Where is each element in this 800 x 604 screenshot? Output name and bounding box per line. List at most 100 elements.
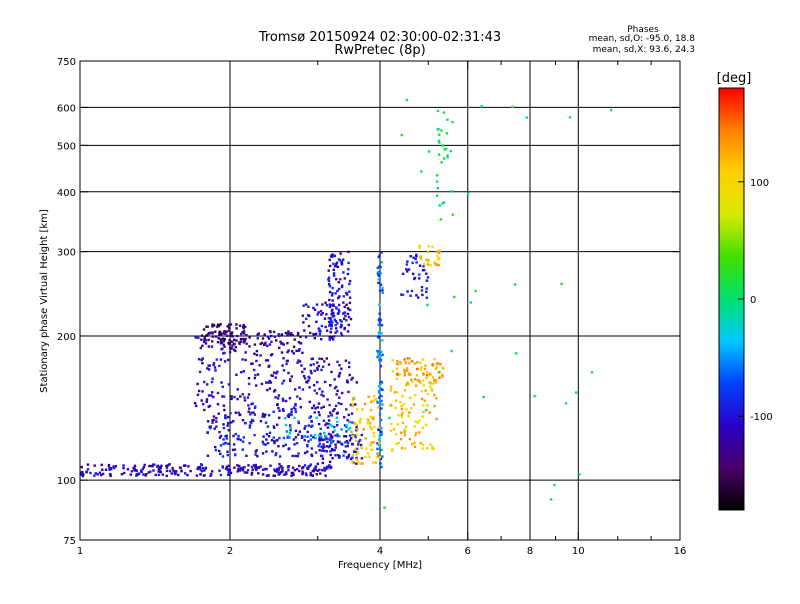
data-point [223,360,227,363]
data-point [296,455,299,458]
data-point [236,470,239,473]
data-point [201,357,204,360]
data-point [266,425,270,428]
data-point [338,455,341,458]
data-point [406,270,409,273]
data-point [298,430,301,433]
data-point [335,385,338,389]
data-point [405,268,408,271]
data-point [287,330,290,333]
data-point [377,351,380,354]
data-point [166,464,170,467]
data-point [425,290,428,294]
data-point [354,435,357,439]
data-point [381,353,384,356]
data-point [180,469,183,472]
data-point [334,454,337,457]
data-point [342,450,346,453]
data-point [206,431,209,434]
data-point [364,402,367,406]
data-point [373,399,376,402]
data-point [378,444,381,447]
data-point [297,341,301,344]
data-point [269,330,272,334]
data-point [309,331,312,335]
data-point [250,411,253,414]
data-point [332,268,335,271]
data-point [274,453,277,457]
data-point [318,328,321,331]
data-point [377,352,380,355]
data-point [312,332,315,336]
data-point [334,320,338,323]
data-point [187,465,190,468]
data-point [286,359,289,363]
data-point [224,332,227,335]
data-point [226,415,230,419]
data-point [253,376,256,380]
data-point [294,408,297,411]
data-point [338,372,342,375]
data-point [347,315,351,319]
data-point [207,394,211,397]
data-point [259,420,263,423]
data-point [425,258,428,261]
data-point [378,333,381,336]
data-point [298,464,301,468]
data-point [377,406,380,409]
data-point [450,349,453,353]
data-point [247,393,251,396]
data-point [335,416,338,419]
data-point [206,383,209,386]
data-point [255,359,258,363]
data-point [327,432,331,436]
data-point [434,381,437,384]
data-point [381,291,384,294]
data-point [429,385,432,388]
data-point [214,330,217,333]
data-point [334,323,337,327]
data-point [129,473,132,476]
colorbar-label: [deg] [717,71,752,86]
data-point [329,322,332,325]
data-point [330,323,333,327]
data-point [282,444,285,448]
data-point [419,442,422,445]
data-point [244,422,247,425]
data-point [186,473,189,477]
data-point [237,411,240,414]
x-tick-label: 10 [572,546,585,557]
data-point [435,417,438,421]
data-point [307,440,310,443]
data-point [377,384,381,388]
data-point [170,472,173,475]
data-point [419,368,422,371]
data-point [378,438,381,441]
data-point [233,466,236,469]
data-point [311,474,314,477]
data-point [404,428,407,431]
data-point [219,434,223,438]
data-point [292,406,296,409]
data-point [206,367,209,370]
data-point [368,422,371,425]
data-point [157,473,161,477]
data-point [240,371,243,374]
data-point [203,340,206,344]
data-point [351,443,354,446]
data-point [379,387,383,390]
data-point [299,335,302,339]
data-point [301,388,305,391]
data-point [292,473,295,476]
data-point [278,409,281,412]
data-point [216,391,220,395]
data-point [337,402,340,405]
data-point [207,405,210,408]
data-point [266,442,270,445]
data-point [210,345,214,348]
data-point [278,463,281,466]
data-point [303,438,306,442]
data-point [320,368,323,372]
data-point [415,253,418,257]
data-point [348,301,352,305]
